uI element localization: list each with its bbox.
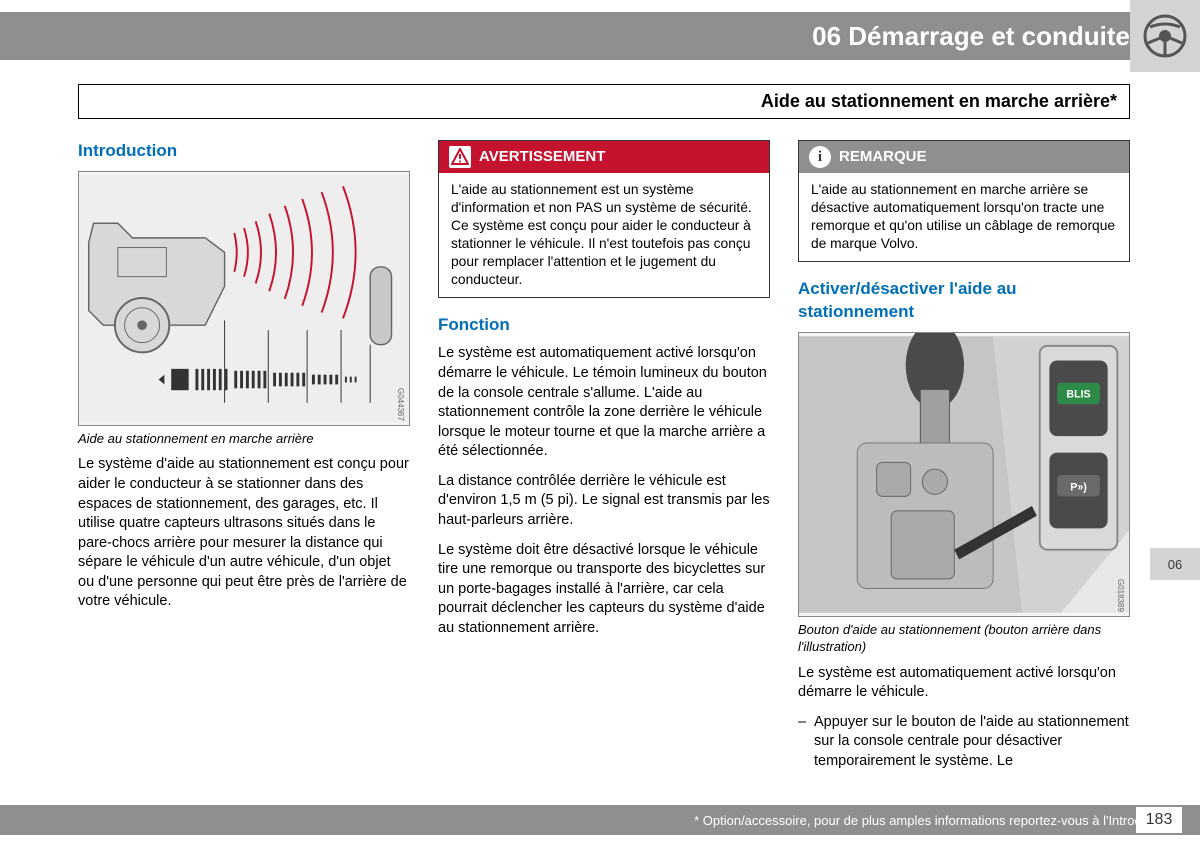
note-header: i REMARQUE	[799, 141, 1129, 173]
figure-caption-2: Bouton d'aide au stationnement (bouton a…	[798, 621, 1130, 656]
section-subtitle: Aide au stationnement en marche arrière*	[78, 84, 1130, 119]
svg-text:P»): P»)	[1070, 481, 1087, 493]
warning-title: AVERTISSEMENT	[479, 147, 605, 167]
column-1: Introduction	[78, 140, 410, 771]
column-2: AVERTISSEMENT L'aide au stationnement es…	[438, 140, 770, 771]
bullet-item: Appuyer sur le bouton de l'aide au stati…	[814, 713, 1130, 772]
content-columns: Introduction	[78, 140, 1130, 771]
footer-note: * Option/accessoire, pour de plus amples…	[694, 813, 1180, 828]
warning-body: L'aide au stationnement est un système d…	[439, 173, 769, 297]
figure-ref-1: G044367	[394, 388, 405, 421]
info-icon: i	[809, 146, 831, 168]
chapter-tab: 06	[1150, 548, 1200, 580]
chapter-header: 06 Démarrage et conduite	[0, 12, 1200, 60]
function-p3: Le système doit être désactivé lorsque l…	[438, 541, 770, 639]
note-body: L'aide au stationnement en marche arrièr…	[799, 173, 1129, 261]
function-p2: La distance contrôlée derrière le véhicu…	[438, 472, 770, 531]
page-number: 183	[1136, 807, 1182, 833]
svg-text:BLIS: BLIS	[1066, 388, 1090, 400]
warning-triangle-icon	[449, 146, 471, 168]
warning-header: AVERTISSEMENT	[439, 141, 769, 173]
intro-heading: Introduction	[78, 140, 410, 163]
function-heading: Fonction	[438, 314, 770, 337]
activate-heading: Activer/désactiver l'aide au stationneme…	[798, 278, 1130, 324]
intro-paragraph: Le système d'aide au stationnement est c…	[78, 455, 410, 612]
activate-p1: Le système est automatiquement activé lo…	[798, 664, 1130, 703]
function-p1: Le système est automatiquement activé lo…	[438, 344, 770, 461]
console-button-figure: BLIS P») G018389	[798, 332, 1130, 617]
chapter-title: 06 Démarrage et conduite	[812, 21, 1130, 52]
activate-bullets: Appuyer sur le bouton de l'aide au stati…	[798, 713, 1130, 772]
steering-wheel-icon	[1130, 0, 1200, 72]
warning-box: AVERTISSEMENT L'aide au stationnement es…	[438, 140, 770, 298]
parking-sensor-figure: G044367	[78, 171, 410, 426]
footer-bar: * Option/accessoire, pour de plus amples…	[0, 805, 1200, 835]
note-box: i REMARQUE L'aide au stationnement en ma…	[798, 140, 1130, 262]
column-3: i REMARQUE L'aide au stationnement en ma…	[798, 140, 1130, 771]
figure-ref-2: G018389	[1114, 579, 1125, 612]
figure-caption-1: Aide au stationnement en marche arrière	[78, 430, 410, 448]
note-title: REMARQUE	[839, 147, 927, 167]
